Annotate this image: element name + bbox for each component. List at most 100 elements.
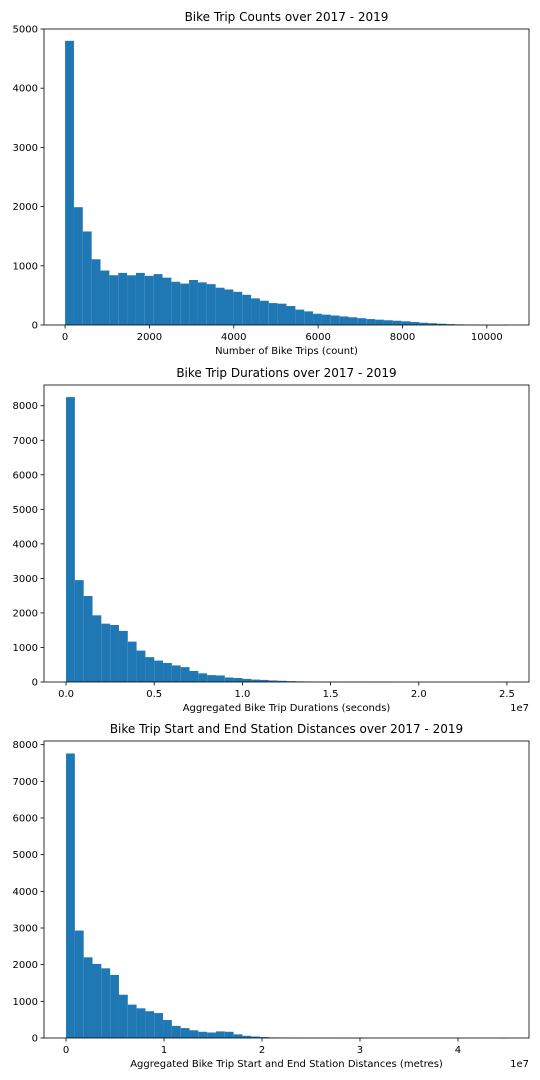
histogram-bar xyxy=(295,309,305,325)
chart-1: 0 2000 4000 6000 8000 10000 0 1000 2000 3000 4000 5… xyxy=(13,10,530,357)
histogram-bar xyxy=(233,678,243,682)
y-tick-label: 0 xyxy=(32,1034,38,1045)
histogram-bar xyxy=(118,630,128,682)
histogram-bar xyxy=(136,650,146,682)
histogram-bar xyxy=(162,277,172,325)
x-tick-label: 2 xyxy=(259,1045,265,1056)
histogram-bar xyxy=(66,397,75,682)
y-tick-label: 0 xyxy=(32,678,38,689)
histogram-bar xyxy=(419,322,429,325)
x-tick-label: 0 xyxy=(63,1045,69,1056)
y-tick-label: 4000 xyxy=(13,539,38,550)
y-tick-label: 6000 xyxy=(13,470,38,481)
histogram-bar xyxy=(91,259,101,325)
histogram-bar xyxy=(215,1031,225,1038)
x-tick-label: 1.5 xyxy=(323,689,339,700)
y-tick-label: 2000 xyxy=(13,960,38,971)
histogram-bar xyxy=(154,1013,164,1038)
histogram-bar xyxy=(357,318,367,325)
histogram-bar xyxy=(74,580,84,682)
y-tick-label: 5000 xyxy=(13,25,38,36)
histogram-bar xyxy=(83,957,93,1038)
chart-3: 0 1 2 3 4 0 1000 2000 3000 4000 5000 6000 7000 8000 Bi… xyxy=(13,722,530,1070)
histogram-bar xyxy=(437,323,446,325)
histogram-bar xyxy=(154,660,164,682)
histogram-bar xyxy=(153,274,163,325)
x-tick-label: 4 xyxy=(455,1045,461,1056)
histogram-bar xyxy=(233,291,243,325)
histogram-bar xyxy=(215,675,225,682)
x-tick-label: 6000 xyxy=(305,332,330,343)
histogram-bar xyxy=(268,680,278,682)
y-tick-label: 3000 xyxy=(13,924,38,935)
histogram-bar xyxy=(110,625,119,682)
x-tick-label: 2.0 xyxy=(411,689,427,700)
y-tick-label: 4000 xyxy=(13,84,38,95)
histogram-bar xyxy=(100,270,110,325)
x-tick-label: 0.5 xyxy=(146,689,162,700)
histogram-bar xyxy=(410,322,420,325)
histogram-bar xyxy=(251,679,261,682)
histogram-bar xyxy=(145,657,155,682)
chart-title: Bike Trip Durations over 2017 - 2019 xyxy=(176,366,396,380)
histogram-bar xyxy=(206,284,216,325)
x-axis-label: Aggregated Bike Trip Start and End Stati… xyxy=(130,1059,443,1070)
y-tick-label: 3000 xyxy=(13,143,38,154)
histogram-bar xyxy=(92,615,102,682)
histogram-bar xyxy=(321,314,331,325)
y-tick-label: 3000 xyxy=(13,574,38,585)
histogram-bar xyxy=(180,1028,190,1038)
histogram-bar xyxy=(127,641,137,682)
y-tick-label: 8000 xyxy=(13,401,38,412)
histogram-bar xyxy=(383,320,393,325)
histogram-bar xyxy=(224,677,234,682)
histogram-bar xyxy=(171,1025,181,1038)
histogram-bar xyxy=(242,1035,252,1038)
histogram-bar xyxy=(233,1034,243,1038)
histogram-bar xyxy=(110,974,119,1038)
histogram-bar xyxy=(277,680,287,682)
y-tick-label: 1000 xyxy=(13,643,38,654)
y-tick-label: 7000 xyxy=(13,436,38,447)
histogram-bar xyxy=(348,317,358,325)
x-tick-label: 10000 xyxy=(471,332,503,343)
histogram-bar xyxy=(445,324,455,325)
histogram-bar xyxy=(259,300,269,325)
histogram-bar xyxy=(180,667,190,682)
histogram-bar xyxy=(242,294,252,325)
histogram-bar xyxy=(101,623,111,682)
histogram-bar xyxy=(109,275,119,325)
histogram-bar xyxy=(392,320,402,325)
histogram-bar xyxy=(286,306,296,325)
histogram-bar xyxy=(260,679,269,682)
x-tick-label: 3 xyxy=(357,1045,363,1056)
histogram-bar xyxy=(189,280,198,325)
histogram-bar xyxy=(118,994,128,1038)
histogram-bar xyxy=(180,283,190,325)
histogram-bar xyxy=(304,311,314,325)
y-tick-label: 5000 xyxy=(13,505,38,516)
histogram-bar xyxy=(224,1031,234,1038)
y-tick-label: 0 xyxy=(32,321,38,332)
histogram-bar xyxy=(224,289,234,325)
histogram-bar xyxy=(83,596,93,682)
histogram-bar xyxy=(277,303,287,325)
chart-2: 0.0 0.5 1.0 1.5 2.0 2.5 0 1000 2000 3000 4000 5000 6… xyxy=(13,366,530,714)
x-axis-label: Aggregated Bike Trip Durations (seconds) xyxy=(183,703,391,714)
histogram-bar xyxy=(127,1004,137,1038)
histogram-bar xyxy=(197,282,207,325)
histogram-bar xyxy=(66,753,75,1038)
histogram-bar xyxy=(189,1030,199,1038)
histogram-bar xyxy=(251,1036,261,1038)
axes-frame xyxy=(43,384,530,683)
histogram-bar xyxy=(163,1020,172,1038)
x-tick-label: 0 xyxy=(62,332,68,343)
histogram-bar xyxy=(65,40,74,326)
histogram-bar xyxy=(207,1032,216,1038)
y-tick-label: 4000 xyxy=(13,887,38,898)
histogram-bar xyxy=(73,207,83,325)
histogram-bar xyxy=(135,272,145,325)
histogram-bar xyxy=(286,681,296,682)
histogram-bar xyxy=(82,231,92,325)
histogram-bar xyxy=(242,678,252,682)
